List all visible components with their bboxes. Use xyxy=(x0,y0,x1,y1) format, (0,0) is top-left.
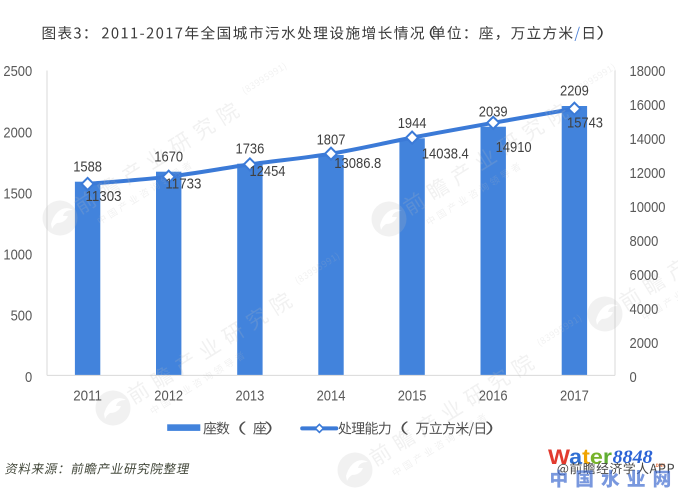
svg-text:1588: 1588 xyxy=(73,158,102,175)
svg-text:2000: 2000 xyxy=(3,124,32,141)
svg-text:15743: 15743 xyxy=(567,115,603,132)
svg-text:8000: 8000 xyxy=(630,233,659,250)
svg-text:11303: 11303 xyxy=(86,188,122,205)
svg-text:2000: 2000 xyxy=(630,335,659,352)
svg-text:1670: 1670 xyxy=(154,148,183,165)
svg-text:16000: 16000 xyxy=(630,97,666,114)
svg-text:2209: 2209 xyxy=(560,83,589,100)
svg-text:14038.4: 14038.4 xyxy=(422,145,469,162)
svg-text:6000: 6000 xyxy=(630,267,659,284)
svg-text:14000: 14000 xyxy=(630,131,666,148)
svg-text:2014: 2014 xyxy=(317,387,346,404)
svg-text:2016: 2016 xyxy=(479,387,508,404)
svg-text:4000: 4000 xyxy=(630,301,659,318)
svg-text:1500: 1500 xyxy=(3,185,32,202)
svg-text:0: 0 xyxy=(630,369,637,386)
svg-text:2015: 2015 xyxy=(398,387,427,404)
svg-text:11733: 11733 xyxy=(165,176,201,193)
svg-text:2500: 2500 xyxy=(3,63,32,80)
svg-text:14910: 14910 xyxy=(496,139,532,156)
svg-text:2017: 2017 xyxy=(560,387,589,404)
svg-text:13086.8: 13086.8 xyxy=(334,155,381,172)
svg-text:12454: 12454 xyxy=(250,163,286,180)
svg-text:2011: 2011 xyxy=(73,387,102,404)
svg-text:1736: 1736 xyxy=(236,140,265,157)
svg-text:2013: 2013 xyxy=(236,387,265,404)
svg-text:0: 0 xyxy=(25,369,32,386)
svg-text:2012: 2012 xyxy=(154,387,183,404)
svg-text:1944: 1944 xyxy=(398,115,427,132)
svg-text:2039: 2039 xyxy=(479,103,508,120)
svg-text:1000: 1000 xyxy=(3,247,32,264)
svg-text:10000: 10000 xyxy=(630,199,666,216)
svg-text:1807: 1807 xyxy=(317,132,346,149)
svg-text:500: 500 xyxy=(11,308,33,325)
svg-text:18000: 18000 xyxy=(630,63,666,80)
svg-text:12000: 12000 xyxy=(630,165,666,182)
